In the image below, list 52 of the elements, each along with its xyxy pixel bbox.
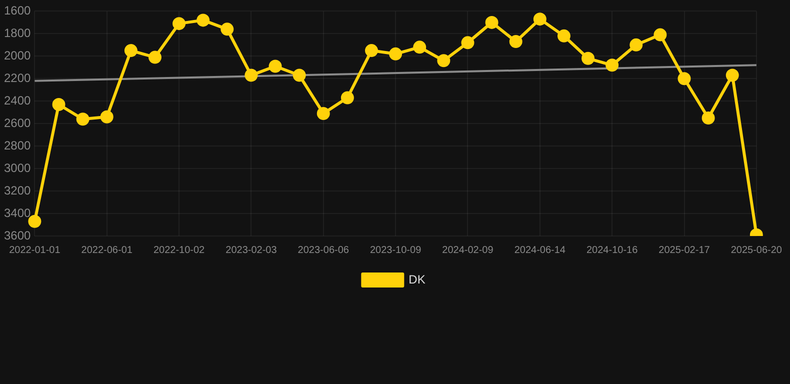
y-tick-label: 2200 bbox=[4, 70, 32, 85]
point bbox=[702, 111, 715, 124]
point bbox=[244, 68, 258, 82]
x-tick-label: 2023-02-03 bbox=[226, 244, 278, 256]
point bbox=[220, 22, 234, 36]
x-tick-label: 2024-10-16 bbox=[586, 244, 638, 256]
y-tick-label: 2000 bbox=[4, 48, 32, 62]
y-tick-label: 3000 bbox=[4, 160, 32, 175]
legend-label: DK bbox=[408, 272, 426, 286]
point bbox=[654, 28, 667, 42]
y-tick-label: 2800 bbox=[4, 138, 32, 152]
point bbox=[485, 16, 498, 29]
point bbox=[340, 91, 354, 104]
point bbox=[196, 14, 210, 27]
point bbox=[76, 112, 90, 126]
y-tick-label: 1600 bbox=[4, 4, 32, 18]
x-tick-label: 2022-06-01 bbox=[81, 244, 133, 256]
x-tick-label: 2022-01-01 bbox=[9, 244, 61, 256]
point bbox=[726, 68, 739, 82]
y-tick-label: 3600 bbox=[4, 228, 32, 242]
point bbox=[268, 60, 282, 73]
point bbox=[533, 12, 546, 26]
y-tick-label: 1800 bbox=[4, 26, 32, 40]
y-tick-label: 3400 bbox=[4, 206, 32, 220]
point bbox=[292, 68, 306, 82]
point bbox=[365, 44, 378, 58]
point bbox=[606, 58, 619, 72]
point bbox=[100, 110, 114, 124]
point bbox=[413, 40, 426, 54]
point bbox=[630, 38, 643, 52]
point bbox=[509, 35, 522, 48]
point bbox=[316, 106, 330, 120]
x-tick-label: 2024-06-14 bbox=[514, 244, 566, 256]
point bbox=[461, 36, 474, 50]
point bbox=[172, 17, 186, 30]
point bbox=[557, 29, 570, 42]
point bbox=[389, 47, 402, 60]
x-tick-label: 2022-10-02 bbox=[153, 244, 206, 256]
point bbox=[582, 52, 595, 65]
y-tick-label: 2600 bbox=[4, 116, 32, 130]
x-tick-label: 2023-10-09 bbox=[370, 244, 422, 256]
point bbox=[52, 98, 66, 111]
y-tick-label: 2400 bbox=[4, 93, 32, 108]
point bbox=[124, 44, 138, 58]
x-tick-label: 2024-02-09 bbox=[442, 244, 494, 256]
point bbox=[437, 54, 450, 68]
point bbox=[678, 72, 691, 86]
x-tick-label: 2025-02-17 bbox=[658, 244, 710, 256]
x-tick-label: 2023-06-06 bbox=[298, 244, 350, 256]
point bbox=[148, 50, 162, 64]
y-tick-label: 3200 bbox=[4, 183, 32, 198]
x-tick-label: 2025-06-20 bbox=[730, 244, 782, 256]
